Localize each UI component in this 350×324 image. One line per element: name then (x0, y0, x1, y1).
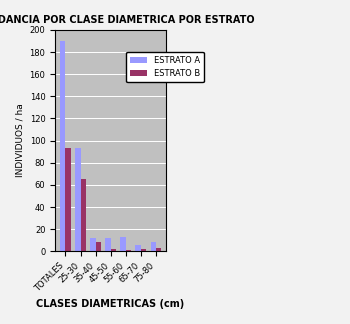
Bar (65, 148, 71, 251)
Bar (150, 242, 156, 251)
Bar (105, 238, 111, 251)
Bar (120, 237, 126, 251)
Bar (96, 242, 101, 251)
Y-axis label: INDIVIDUOS / ha: INDIVIDUOS / ha (15, 104, 24, 178)
Bar (156, 248, 161, 251)
X-axis label: CLASES DIAMETRICAS (cm): CLASES DIAMETRICAS (cm) (36, 299, 185, 309)
Bar (60, 41, 65, 251)
Bar (135, 245, 141, 251)
Bar (75, 148, 80, 251)
Legend: ESTRATO A, ESTRATO B: ESTRATO A, ESTRATO B (126, 52, 204, 82)
Bar (80, 179, 86, 251)
Bar (111, 249, 116, 251)
Title: ABUNDANCIA POR CLASE DIAMETRICA POR ESTRATO: ABUNDANCIA POR CLASE DIAMETRICA POR ESTR… (0, 15, 254, 25)
Bar (126, 250, 131, 251)
Bar (90, 238, 96, 251)
Bar (141, 249, 146, 251)
